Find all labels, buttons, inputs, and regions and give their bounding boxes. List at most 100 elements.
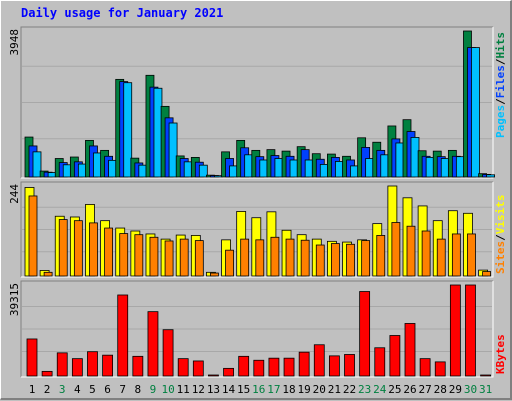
x-tick-label: 3 bbox=[59, 383, 66, 396]
kbytes-bar bbox=[328, 355, 340, 377]
sites-bar bbox=[330, 243, 340, 277]
chart-title: Daily usage for January 2021 bbox=[21, 6, 224, 20]
sites-bar bbox=[315, 244, 325, 277]
panel-hits-highlight bbox=[21, 27, 494, 179]
sites-bar bbox=[28, 195, 38, 277]
legend-item-2: Visits bbox=[494, 195, 507, 235]
pages-bar bbox=[198, 164, 208, 178]
legend-item-0: Sites bbox=[494, 241, 507, 274]
sites-bar bbox=[58, 219, 68, 277]
sites-bar bbox=[376, 235, 386, 277]
x-tick-label: 10 bbox=[161, 383, 174, 396]
x-tick-label: 15 bbox=[237, 383, 250, 396]
pages-bar bbox=[471, 47, 480, 178]
sites-bar bbox=[43, 271, 53, 277]
x-tick-label: 16 bbox=[252, 383, 265, 396]
kbytes-ymax-label: 39315 bbox=[8, 283, 21, 316]
pages-bar bbox=[123, 82, 133, 178]
kbytes-bar bbox=[253, 359, 265, 377]
sites-bar bbox=[240, 238, 250, 277]
kbytes-bar bbox=[56, 352, 68, 377]
sites-bar bbox=[73, 220, 83, 277]
x-tick-label: 11 bbox=[177, 383, 190, 396]
x-tick-label: 18 bbox=[282, 383, 295, 396]
sites-bar bbox=[436, 238, 446, 277]
sites-bar bbox=[179, 238, 189, 277]
kbytes-bar bbox=[208, 374, 219, 377]
x-tick-label: 27 bbox=[418, 383, 431, 396]
sites-bar bbox=[421, 230, 431, 277]
legend-item-0: KBytes bbox=[494, 334, 507, 374]
sites-bar bbox=[406, 225, 416, 277]
legend-item-4: Hits bbox=[494, 32, 507, 59]
x-tick-label: 7 bbox=[119, 383, 126, 396]
panel-kbytes-highlight bbox=[21, 281, 494, 378]
sites-bar bbox=[210, 272, 219, 277]
x-tick-label: 29 bbox=[449, 383, 462, 396]
legend-item-0: Pages bbox=[494, 105, 507, 138]
x-tick-label: 5 bbox=[89, 383, 96, 396]
sites-bar bbox=[482, 271, 492, 277]
sites-bar bbox=[285, 238, 295, 277]
hits-legend: Pages/Files/Hits bbox=[494, 32, 507, 138]
sites-bar bbox=[119, 233, 129, 277]
x-tick-label: 26 bbox=[403, 383, 416, 396]
pages-bar bbox=[486, 174, 496, 178]
x-tick-label: 12 bbox=[192, 383, 205, 396]
kbytes-bar bbox=[87, 351, 98, 377]
kbytes-bar bbox=[419, 358, 431, 377]
kbytes-bar bbox=[147, 311, 159, 377]
x-tick-label: 2 bbox=[44, 383, 51, 396]
sites-bar bbox=[270, 236, 280, 277]
sites-bar bbox=[391, 222, 401, 277]
x-tick-label: 9 bbox=[150, 383, 157, 396]
panel-visits-shadow bbox=[20, 181, 493, 277]
kbytes-legend: KBytes bbox=[494, 334, 507, 374]
chart-panels bbox=[20, 26, 494, 378]
kbytes-bar bbox=[359, 291, 371, 377]
legend-item-1: / bbox=[494, 98, 507, 105]
kbytes-bar bbox=[177, 358, 189, 377]
sites-bar bbox=[89, 222, 98, 277]
hits-ymax-label: 3948 bbox=[8, 29, 21, 56]
x-tick-label: 6 bbox=[104, 383, 111, 396]
panel-hits-shadow bbox=[20, 26, 493, 178]
x-tick-label: 14 bbox=[222, 383, 236, 396]
panel-visits-highlight bbox=[21, 182, 494, 278]
sites-bar bbox=[149, 236, 159, 277]
sites-bar bbox=[451, 233, 461, 277]
kbytes-bar bbox=[132, 355, 144, 377]
kbytes-bar bbox=[449, 284, 461, 377]
x-tick-label: 22 bbox=[343, 383, 356, 396]
sites-bar bbox=[346, 243, 355, 277]
pages-bar bbox=[32, 151, 42, 178]
x-tick-label: 20 bbox=[313, 383, 326, 396]
sites-bar bbox=[467, 233, 476, 277]
kbytes-bar bbox=[268, 357, 280, 377]
visits-legend: Sites/Visits bbox=[494, 195, 507, 275]
x-tick-label: 23 bbox=[358, 383, 371, 396]
kbytes-bar bbox=[480, 374, 492, 377]
kbytes-bar bbox=[283, 357, 295, 377]
kbytes-bar bbox=[41, 370, 53, 377]
chart-labels: 3948Pages/Files/Hits244Sites/Visits39315… bbox=[8, 29, 507, 396]
kbytes-bar bbox=[434, 361, 446, 377]
x-tick-label: 19 bbox=[298, 383, 311, 396]
kbytes-bar bbox=[162, 329, 174, 377]
kbytes-bar bbox=[344, 354, 355, 377]
x-tick-label: 25 bbox=[388, 383, 401, 396]
sites-bar bbox=[194, 240, 204, 277]
kbytes-bar bbox=[374, 347, 386, 377]
kbytes-bar bbox=[26, 338, 38, 377]
kbytes-bar bbox=[102, 354, 113, 377]
chart-bars bbox=[24, 30, 496, 377]
kbytes-bar bbox=[389, 335, 401, 377]
x-tick-label: 4 bbox=[74, 383, 81, 396]
x-tick-label: 17 bbox=[267, 383, 280, 396]
kbytes-bar bbox=[238, 355, 250, 377]
kbytes-bar bbox=[404, 323, 416, 377]
sites-bar bbox=[225, 249, 234, 277]
sites-bar bbox=[104, 227, 113, 277]
